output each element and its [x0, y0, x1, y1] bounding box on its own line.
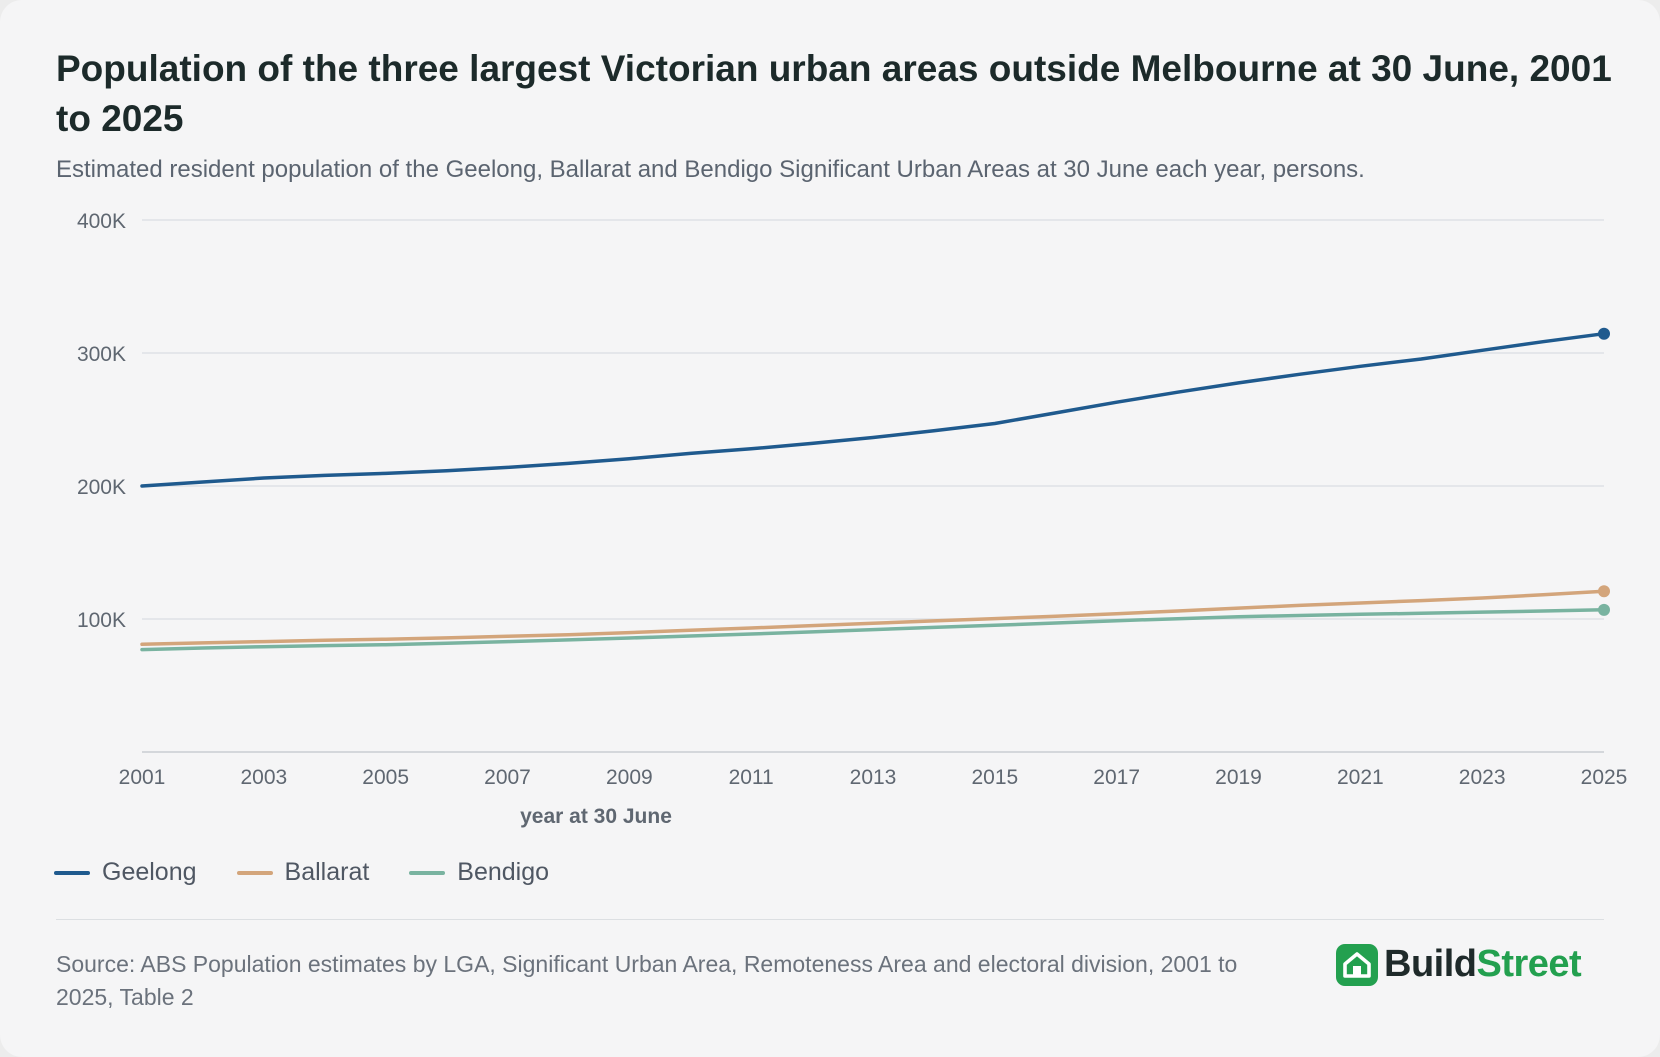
- line-chart: 100K 200K 300K 400K 2001 2003 2005 2007 2009 201…: [77, 210, 1628, 828]
- x-tick-label: 2011: [729, 766, 774, 789]
- y-tick-label: 400K: [77, 210, 126, 233]
- x-tick-label: 2005: [362, 766, 409, 789]
- series-endpoint-geelong: [1598, 327, 1610, 340]
- gridlines: [142, 219, 1604, 620]
- chart-title: Population of the three largest Victoria…: [56, 48, 1612, 139]
- x-tick-label: 2013: [850, 766, 897, 789]
- legend-label: Ballarat: [284, 858, 370, 886]
- x-axis-label: year at 30 June: [520, 805, 672, 828]
- x-tick-label: 2009: [606, 766, 653, 789]
- series-line-bendigo: [140, 608, 1606, 652]
- legend-item-ballarat: Ballarat: [236, 858, 370, 887]
- brand-name-street: Street: [1476, 943, 1582, 985]
- legend-label: Bendigo: [457, 858, 550, 886]
- series-line-ballarat: [140, 589, 1606, 647]
- y-tick-label: 300K: [77, 343, 126, 366]
- series-endpoint-ballarat: [1598, 585, 1610, 598]
- x-axis-ticks: 2001 2003 2005 2007 2009 2011 2013 2015 2017 2019…: [119, 766, 1628, 789]
- y-tick-label: 100K: [77, 609, 126, 632]
- series-endpoint-bendigo: [1598, 603, 1610, 616]
- brand-name-build: Build: [1384, 943, 1477, 985]
- legend-item-bendigo: Bendigo: [409, 858, 549, 887]
- y-axis-ticks: 100K 200K 300K 400K: [77, 210, 126, 632]
- x-tick-label: 2015: [971, 766, 1018, 789]
- legend-swatch: [54, 870, 90, 875]
- x-tick-label: 2025: [1581, 766, 1628, 789]
- x-tick-label: 2019: [1215, 766, 1262, 789]
- x-tick-label: 2023: [1459, 766, 1506, 789]
- source-note: Source: ABS Population estimates by LGA,…: [56, 951, 1238, 1010]
- legend-item-geelong: Geelong: [54, 858, 197, 887]
- brand-logo: BuildStreet: [1336, 943, 1582, 986]
- x-tick-label: 2021: [1337, 766, 1384, 789]
- chart-subtitle: Estimated resident population of the Gee…: [56, 156, 1365, 183]
- x-tick-label: 2003: [240, 766, 287, 789]
- y-tick-label: 200K: [77, 476, 126, 499]
- legend-label: Geelong: [102, 858, 197, 886]
- series-line-geelong: [140, 331, 1606, 488]
- legend: Geelong Ballarat Bendigo: [54, 858, 549, 887]
- legend-swatch: [236, 870, 273, 875]
- footer-divider: [56, 919, 1604, 920]
- x-tick-label: 2017: [1093, 766, 1140, 789]
- house-icon: [1336, 943, 1378, 986]
- series-lines: [140, 327, 1610, 652]
- x-tick-label: 2001: [119, 766, 166, 789]
- x-tick-label: 2007: [484, 766, 531, 789]
- legend-swatch: [409, 870, 446, 875]
